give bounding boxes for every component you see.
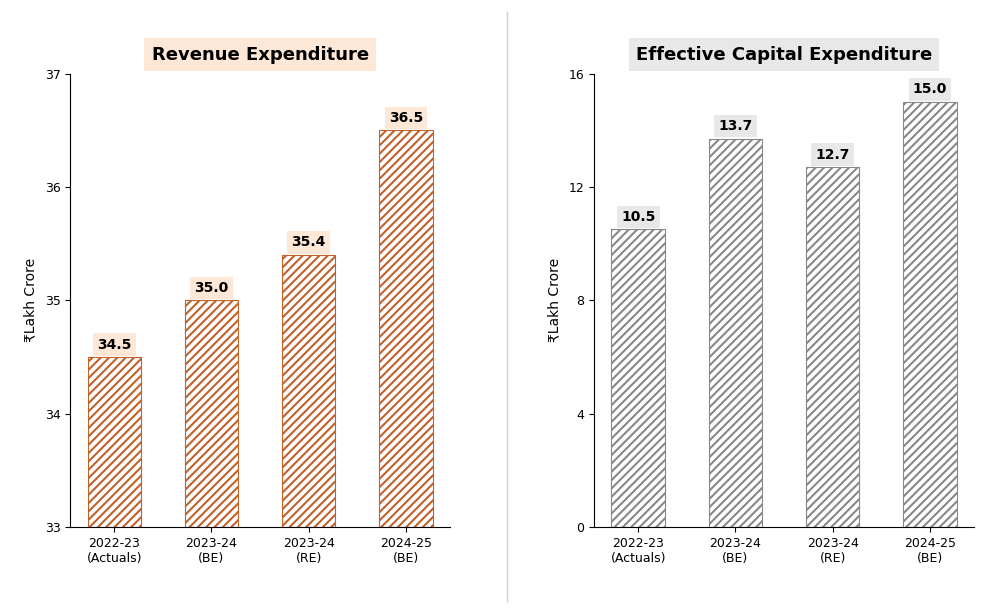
Text: 10.5: 10.5 — [621, 210, 655, 224]
Bar — [611, 229, 664, 527]
Title: Effective Capital Expenditure: Effective Capital Expenditure — [635, 46, 931, 64]
Text: 15.0: 15.0 — [912, 82, 946, 96]
Text: 34.5: 34.5 — [97, 338, 131, 351]
Bar — [185, 300, 238, 527]
Title: Revenue Expenditure: Revenue Expenditure — [151, 46, 368, 64]
Text: 35.4: 35.4 — [291, 235, 326, 249]
Text: 36.5: 36.5 — [388, 111, 422, 124]
Text: 13.7: 13.7 — [717, 119, 752, 133]
Bar — [903, 102, 956, 527]
Bar — [282, 255, 335, 527]
Text: 35.0: 35.0 — [195, 281, 229, 295]
Y-axis label: ₹Lakh Crore: ₹Lakh Crore — [24, 258, 38, 343]
Bar — [805, 167, 859, 527]
Bar — [379, 130, 432, 527]
Y-axis label: ₹Lakh Crore: ₹Lakh Crore — [548, 258, 562, 343]
Bar — [87, 357, 140, 527]
Bar — [708, 139, 761, 527]
Text: 12.7: 12.7 — [814, 148, 849, 162]
